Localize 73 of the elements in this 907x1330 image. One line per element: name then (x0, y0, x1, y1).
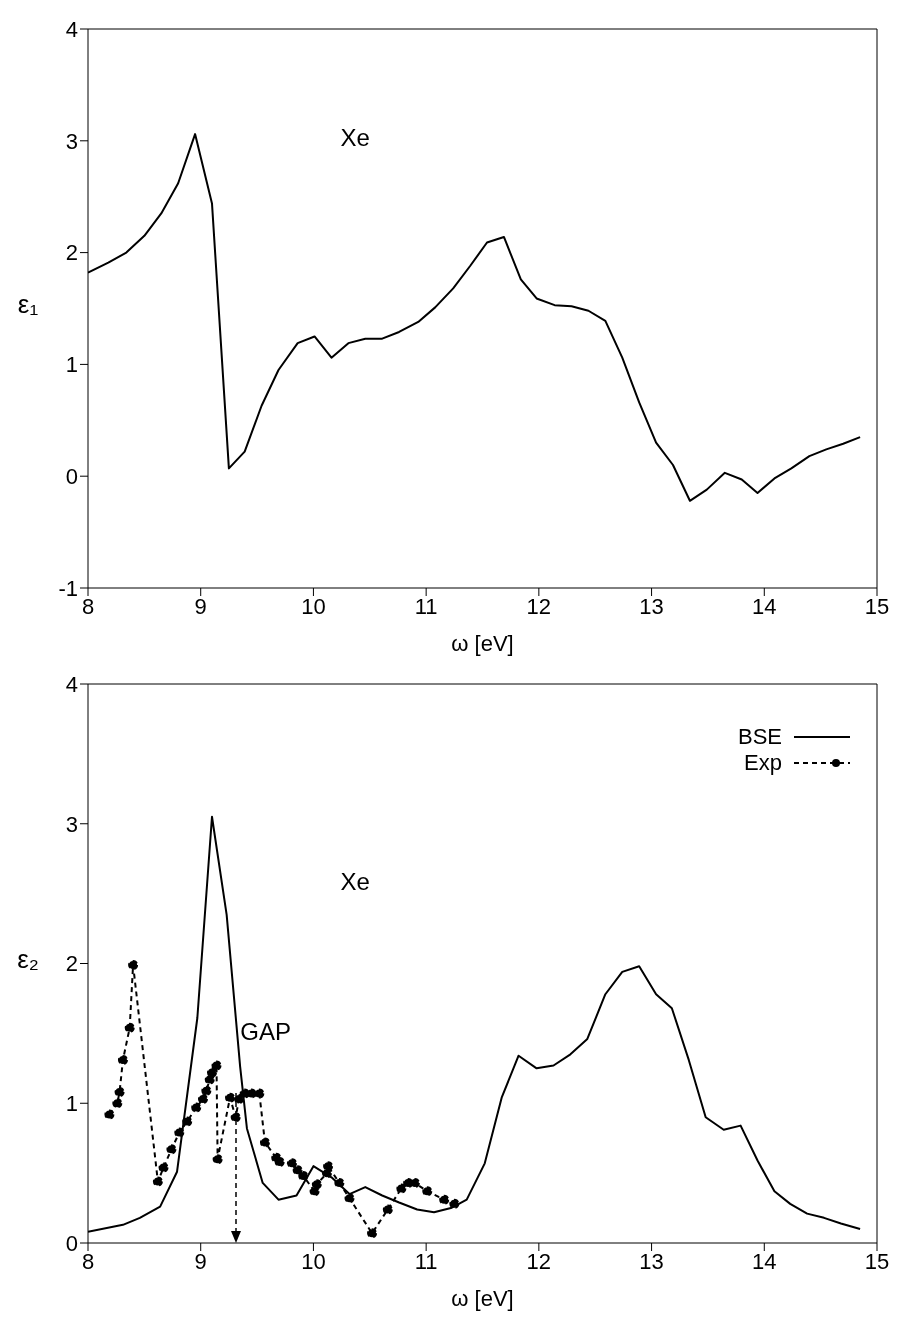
y-tick-label: 2 (65, 951, 78, 977)
legend-label: Exp (744, 750, 782, 776)
x-tick-label: 8 (81, 593, 95, 619)
point (367, 1228, 378, 1239)
point (201, 1085, 212, 1096)
point (292, 1165, 303, 1176)
y-tick-label: 4 (65, 16, 78, 42)
y-tick-label: 1 (65, 352, 78, 378)
x-tick-label: 15 (864, 1248, 890, 1274)
y-tick-label: 1 (65, 1091, 78, 1117)
x-tick-label: 15 (864, 593, 890, 619)
x-axis-title: ω [eV] (450, 631, 515, 657)
x-tick-label: 8 (81, 1248, 95, 1274)
annotation: Xe (340, 124, 370, 153)
x-tick-label: 12 (526, 593, 552, 619)
y-tick-label: 2 (65, 240, 78, 266)
y-tick-label: 0 (65, 1230, 78, 1256)
point (152, 1176, 163, 1187)
point (114, 1087, 125, 1098)
point (396, 1183, 407, 1194)
point (254, 1088, 265, 1099)
y-axis-title: ε₁ (16, 288, 40, 320)
x-tick-label: 14 (752, 593, 777, 619)
point (117, 1054, 128, 1065)
point (112, 1098, 123, 1109)
point (182, 1116, 193, 1127)
point (191, 1102, 202, 1113)
point (128, 959, 139, 970)
point (158, 1162, 169, 1173)
point (287, 1158, 298, 1169)
point (422, 1186, 433, 1197)
point (334, 1177, 345, 1188)
point (298, 1170, 309, 1181)
point (166, 1144, 177, 1155)
point (230, 1112, 241, 1123)
x-tick-label: 10 (301, 1248, 326, 1274)
x-tick-label: 11 (414, 593, 438, 619)
x-axis-title: ω [eV] (450, 1286, 515, 1312)
point (211, 1060, 222, 1071)
point (382, 1204, 393, 1215)
y-tick-label: 0 (65, 464, 78, 490)
point (206, 1067, 217, 1078)
annotation: Xe (340, 868, 370, 897)
x-tick-label: 14 (752, 1248, 777, 1274)
point (197, 1094, 208, 1105)
y-tick-label: 4 (65, 671, 78, 697)
point (344, 1193, 355, 1204)
point (449, 1198, 460, 1209)
x-tick-label: 9 (194, 593, 207, 619)
y-tick-label: -1 (58, 575, 78, 601)
x-tick-label: 11 (414, 1248, 438, 1274)
point (259, 1137, 270, 1148)
annotation: GAP (240, 1018, 292, 1046)
point (311, 1179, 322, 1190)
y-tick-label: 3 (65, 128, 78, 154)
point (124, 1022, 135, 1033)
x-tick-label: 9 (194, 1248, 207, 1274)
point (274, 1156, 285, 1167)
x-tick-label: 10 (301, 593, 326, 619)
y-tick-label: 3 (65, 811, 78, 837)
point (309, 1186, 320, 1197)
x-tick-label: 13 (639, 1248, 664, 1274)
x-tick-label: 13 (639, 593, 664, 619)
point (321, 1168, 332, 1179)
point (212, 1154, 223, 1165)
y-axis-title: ε₂ (16, 943, 40, 975)
point (225, 1092, 236, 1103)
point (174, 1127, 185, 1138)
point (204, 1074, 215, 1085)
x-tick-label: 12 (526, 1248, 552, 1274)
point (104, 1109, 115, 1120)
legend-label: BSE (737, 724, 782, 750)
point (439, 1194, 450, 1205)
